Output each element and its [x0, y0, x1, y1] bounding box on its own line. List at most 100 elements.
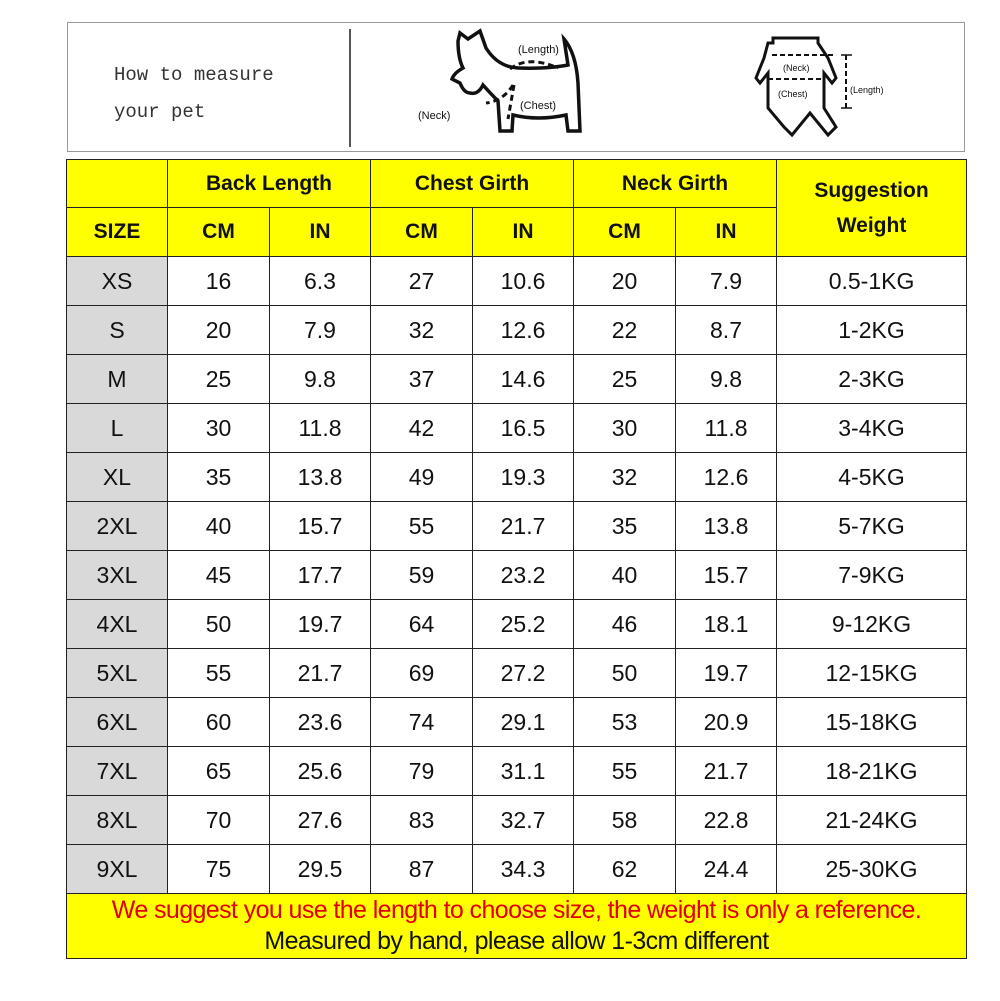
garment-neck-label: (Neck) — [783, 63, 810, 73]
cell-chest-girth-in: 14.6 — [472, 354, 574, 404]
cell-size: S — [66, 305, 168, 355]
cell-neck-girth-in: 15.7 — [674, 550, 778, 600]
cell-size: 3XL — [66, 550, 168, 600]
cell-chest-girth-cm: 59 — [370, 550, 473, 600]
cell-back-length-in: 9.8 — [269, 354, 371, 404]
cell-neck-girth-in: 12.6 — [674, 452, 778, 502]
cell-back-length-cm: 65 — [167, 746, 270, 796]
cell-neck-girth-cm: 50 — [573, 648, 676, 698]
cell-back-length-in: 25.6 — [269, 746, 371, 796]
cell-back-length-in: 11.8 — [269, 403, 371, 453]
garment-chest-label: (Chest) — [778, 89, 808, 99]
cell-neck-girth-cm: 40 — [573, 550, 676, 600]
cell-neck-girth-in: 24.4 — [674, 844, 778, 894]
cell-back-length-in: 21.7 — [269, 648, 371, 698]
cell-chest-girth-in: 19.3 — [472, 452, 574, 502]
cell-neck-girth-cm: 46 — [573, 599, 676, 649]
how-to-measure-panel: How to measure your pet (Length) (Neck) … — [67, 22, 965, 152]
table-row: L 30 11.8 42 16.5 30 11.8 3-4KG — [66, 403, 968, 453]
cell-back-length-cm: 40 — [167, 501, 270, 551]
pet-garment-illustration: (Neck) (Chest) (Length) — [754, 36, 884, 138]
cell-back-length-cm: 45 — [167, 550, 270, 600]
cell-back-length-cm: 55 — [167, 648, 270, 698]
table-row: S 20 7.9 32 12.6 22 8.7 1-2KG — [66, 305, 968, 355]
cell-size: 6XL — [66, 697, 168, 747]
divider — [349, 29, 351, 147]
header-chest-girth: Chest Girth — [370, 159, 574, 208]
cell-neck-girth-cm: 22 — [573, 305, 676, 355]
cell-suggested-weight: 5-7KG — [776, 501, 968, 551]
cell-neck-girth-cm: 53 — [573, 697, 676, 747]
header-unit-cm: CM — [573, 207, 676, 257]
header-unit-cm: CM — [167, 207, 270, 257]
dog-length-label: (Length) — [518, 44, 559, 56]
size-chart-table: Back Length Chest Girth Neck Girth Sugge… — [65, 159, 968, 959]
cell-back-length-cm: 20 — [167, 305, 270, 355]
cell-neck-girth-cm: 25 — [573, 354, 676, 404]
cell-chest-girth-in: 29.1 — [472, 697, 574, 747]
cell-neck-girth-in: 19.7 — [674, 648, 778, 698]
measurement-tolerance-note: Measured by hand, please allow 1-3cm dif… — [264, 927, 769, 955]
cell-suggested-weight: 7-9KG — [776, 550, 968, 600]
cell-back-length-in: 23.6 — [269, 697, 371, 747]
cell-back-length-cm: 25 — [167, 354, 270, 404]
cell-size: 7XL — [66, 746, 168, 796]
cell-neck-girth-in: 22.8 — [674, 795, 778, 845]
cell-neck-girth-cm: 32 — [573, 452, 676, 502]
cell-size: 2XL — [66, 501, 168, 551]
cell-neck-girth-in: 7.9 — [674, 256, 778, 306]
cell-back-length-in: 17.7 — [269, 550, 371, 600]
header-unit-in: IN — [269, 207, 371, 257]
cell-size: 4XL — [66, 599, 168, 649]
table-row: 8XL 70 27.6 83 32.7 58 22.8 21-24KG — [66, 795, 968, 845]
cell-chest-girth-in: 27.2 — [472, 648, 574, 698]
dog-chest-label: (Chest) — [520, 100, 556, 112]
cell-neck-girth-cm: 55 — [573, 746, 676, 796]
cell-neck-girth-cm: 35 — [573, 501, 676, 551]
header-unit-in: IN — [674, 207, 778, 257]
footer-row: We suggest you use the length to choose … — [65, 893, 968, 959]
table-row: 9XL 75 29.5 87 34.3 62 24.4 25-30KG — [66, 844, 968, 894]
cell-chest-girth-in: 16.5 — [472, 403, 574, 453]
cell-chest-girth-in: 12.6 — [472, 305, 574, 355]
cell-back-length-cm: 60 — [167, 697, 270, 747]
cell-neck-girth-cm: 62 — [573, 844, 676, 894]
cell-suggested-weight: 12-15KG — [776, 648, 968, 698]
cell-chest-girth-cm: 27 — [370, 256, 473, 306]
cell-back-length-cm: 35 — [167, 452, 270, 502]
cell-suggested-weight: 2-3KG — [776, 354, 968, 404]
table-row: M 25 9.8 37 14.6 25 9.8 2-3KG — [66, 354, 968, 404]
header-suggestion-weight: Suggestion Weight — [776, 159, 968, 257]
cell-chest-girth-in: 32.7 — [472, 795, 574, 845]
cell-size: 5XL — [66, 648, 168, 698]
header-unit-cm: CM — [370, 207, 473, 257]
cell-neck-girth-in: 11.8 — [674, 403, 778, 453]
cell-back-length-in: 13.8 — [269, 452, 371, 502]
cell-size: 9XL — [66, 844, 168, 894]
header-row-groups: Back Length Chest Girth Neck Girth Sugge… — [66, 159, 968, 257]
cell-suggested-weight: 4-5KG — [776, 452, 968, 502]
cell-chest-girth-in: 23.2 — [472, 550, 574, 600]
header-size: SIZE — [66, 207, 168, 257]
cell-back-length-in: 7.9 — [269, 305, 371, 355]
table-row: 7XL 65 25.6 79 31.1 55 21.7 18-21KG — [66, 746, 968, 796]
cell-chest-girth-cm: 49 — [370, 452, 473, 502]
footer-note: We suggest you use the length to choose … — [65, 893, 968, 959]
dog-neck-label: (Neck) — [418, 110, 450, 122]
cell-back-length-in: 6.3 — [269, 256, 371, 306]
cell-neck-girth-in: 9.8 — [674, 354, 778, 404]
cell-chest-girth-cm: 64 — [370, 599, 473, 649]
cell-chest-girth-cm: 69 — [370, 648, 473, 698]
header-neck-girth: Neck Girth — [572, 159, 778, 208]
cell-neck-girth-cm: 58 — [573, 795, 676, 845]
cell-chest-girth-cm: 42 — [370, 403, 473, 453]
cell-back-length-cm: 70 — [167, 795, 270, 845]
cell-suggested-weight: 0.5-1KG — [776, 256, 968, 306]
header-blank — [66, 159, 168, 208]
cell-neck-girth-in: 18.1 — [674, 599, 778, 649]
cell-chest-girth-cm: 37 — [370, 354, 473, 404]
cell-neck-girth-in: 13.8 — [674, 501, 778, 551]
dog-measure-illustration: (Length) (Neck) (Chest) — [418, 28, 582, 133]
how-to-line-2: your pet — [114, 101, 206, 123]
header-unit-in: IN — [472, 207, 574, 257]
